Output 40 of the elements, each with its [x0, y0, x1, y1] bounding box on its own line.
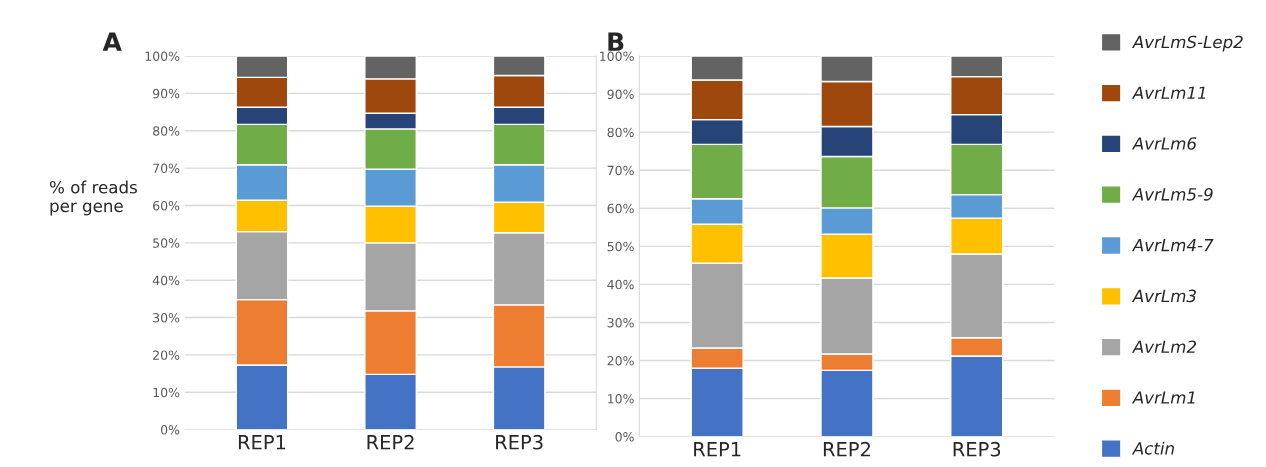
- legend-label: Actin: [1131, 441, 1174, 455]
- y-tick-label: 50%: [153, 238, 180, 248]
- x-tick-label: REP3: [953, 441, 1001, 457]
- y-tick-label: 0%: [615, 432, 634, 442]
- x-tick-label: REP3: [496, 434, 543, 450]
- legend-label: AvrLm1: [1131, 391, 1195, 404]
- y-tick-label: 80%: [607, 127, 634, 138]
- y-tick-label: 10%: [608, 394, 634, 404]
- y-tick-label: 0%: [160, 425, 180, 435]
- y-axis-title: % of reads per gene: [49, 180, 137, 216]
- y-tick-label: 40%: [152, 275, 180, 286]
- y-tick-label: 60%: [607, 203, 634, 214]
- y-tick-label: 50%: [607, 241, 634, 252]
- y-tick-label: 80%: [153, 126, 180, 136]
- y-tick-label: 30%: [607, 317, 634, 328]
- y-tick-label: 100%: [145, 51, 180, 61]
- x-tick-label: REP2: [367, 434, 414, 450]
- chart-title: B: [608, 32, 624, 51]
- legend-label: AvrLm5-9: [1131, 188, 1213, 201]
- y-tick-label: 70%: [153, 163, 180, 174]
- y-tick-label: 40%: [607, 279, 634, 290]
- y-tick-label: 30%: [153, 313, 180, 323]
- y-tick-label: 70%: [607, 165, 634, 176]
- y-tick-label: 90%: [152, 88, 180, 99]
- legend-label: AvrLm6: [1131, 137, 1197, 150]
- legend-label: AvrLm2: [1131, 340, 1197, 353]
- legend-label: AvrLm4-7: [1131, 239, 1214, 252]
- y-tick-label: 100%: [600, 51, 634, 61]
- chart-title: A: [102, 32, 122, 51]
- legend-label: AvrLm3: [1131, 289, 1196, 303]
- legend-label: AvrLm11: [1131, 86, 1206, 99]
- x-tick-label: REP1: [694, 442, 741, 457]
- x-tick-label: REP2: [823, 441, 870, 457]
- y-tick-label: 20%: [607, 356, 634, 366]
- y-tick-label: 90%: [607, 89, 634, 100]
- x-tick-label: REP1: [238, 435, 286, 450]
- y-tick-label: 20%: [153, 350, 180, 360]
- y-tick-label: 10%: [153, 387, 180, 398]
- legend-label: AvrLmS-Lep2: [1131, 35, 1243, 52]
- y-tick-label: 60%: [153, 200, 180, 211]
